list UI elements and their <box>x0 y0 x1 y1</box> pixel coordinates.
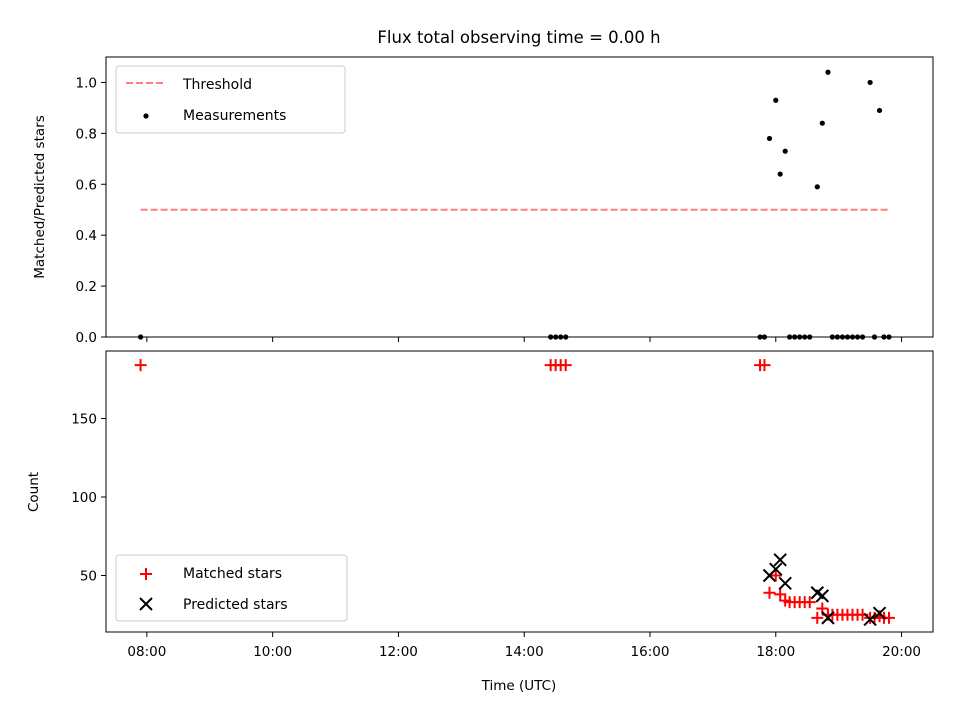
predicted-star-point <box>769 562 783 576</box>
bottom-legend-frame <box>115 554 348 622</box>
measurement-point <box>773 97 779 103</box>
top-legend-frame <box>115 65 346 134</box>
predicted-star-point <box>821 611 835 625</box>
measurement-point <box>814 184 820 190</box>
bottom-legend: Matched stars Predicted stars <box>115 554 348 622</box>
predicted-star-point <box>815 589 830 603</box>
bottom-plot-area: 50 100 150 08:00 10:00 12:00 14:00 16:00 18:00 20… <box>71 350 934 660</box>
bottom-xtick-label: 20:00 <box>882 644 921 660</box>
matched-star-point <box>758 359 771 372</box>
bottom-xtick-label: 12:00 <box>379 644 418 660</box>
matched-star-point <box>559 359 572 372</box>
top-legend: Threshold Measurements <box>115 65 346 134</box>
bottom-xtick-label: 18:00 <box>756 644 795 660</box>
measurement-point <box>825 69 831 75</box>
measurements-legend-marker <box>143 113 149 119</box>
top-plot-area: 0.0 0.2 0.4 0.6 0.8 1.0 <box>76 56 934 346</box>
bottom-xtick-label: 14:00 <box>505 644 544 660</box>
predicted-star-point <box>773 553 787 567</box>
matched-star-point <box>769 569 782 582</box>
matched-star-point <box>803 596 816 609</box>
predicted-stars-legend-marker <box>139 597 153 611</box>
matched-star-point <box>774 588 787 601</box>
measurement-point <box>766 135 773 142</box>
bottom-panel: Count Time (UTC) 50 100 150 08:00 10:00 12:00… <box>26 350 934 694</box>
top-ytick-label: 0.0 <box>76 330 97 346</box>
top-ytick-label: 0.4 <box>76 228 97 244</box>
bottom-ytick-label: 100 <box>71 490 97 506</box>
top-ylabel: Matched/Predicted stars <box>32 115 48 278</box>
matched-star-point <box>763 586 776 599</box>
legend-measurements-label: Measurements <box>183 108 286 124</box>
predicted-star-point <box>778 576 792 591</box>
legend-predicted-label: Predicted stars <box>183 597 288 613</box>
measurement-point <box>867 79 873 86</box>
measurement-point <box>876 107 883 114</box>
predicted-star-point <box>863 612 877 627</box>
matched-star-point <box>134 359 147 372</box>
matched-star-point <box>811 611 824 624</box>
top-ytick-label: 1.0 <box>76 75 97 91</box>
measurement-point <box>819 120 825 126</box>
measurement-point <box>782 148 788 154</box>
top-ytick-label: 0.2 <box>76 279 97 295</box>
bottom-xtick-label: 08:00 <box>127 644 166 660</box>
top-axes-frame <box>105 56 934 338</box>
bottom-xlabel: Time (UTC) <box>481 678 557 694</box>
bottom-ytick-label: 50 <box>80 568 97 584</box>
top-panel: Flux total observing time = 0.00 h Match… <box>32 28 934 346</box>
legend-threshold-label: Threshold <box>182 77 252 93</box>
top-title: Flux total observing time = 0.00 h <box>377 28 660 47</box>
bottom-axes-frame <box>105 350 934 633</box>
predicted-star-point <box>872 606 887 620</box>
matched-stars-legend-marker <box>140 568 152 580</box>
bottom-ylabel: Count <box>26 472 42 512</box>
measurement-point <box>777 171 783 177</box>
top-ytick-label: 0.6 <box>76 177 97 193</box>
bottom-xtick-label: 10:00 <box>253 644 292 660</box>
bottom-xtick-label: 16:00 <box>631 644 670 660</box>
bottom-ytick-label: 150 <box>71 412 97 428</box>
top-ytick-label: 0.8 <box>76 126 97 142</box>
legend-matched-label: Matched stars <box>183 566 282 582</box>
